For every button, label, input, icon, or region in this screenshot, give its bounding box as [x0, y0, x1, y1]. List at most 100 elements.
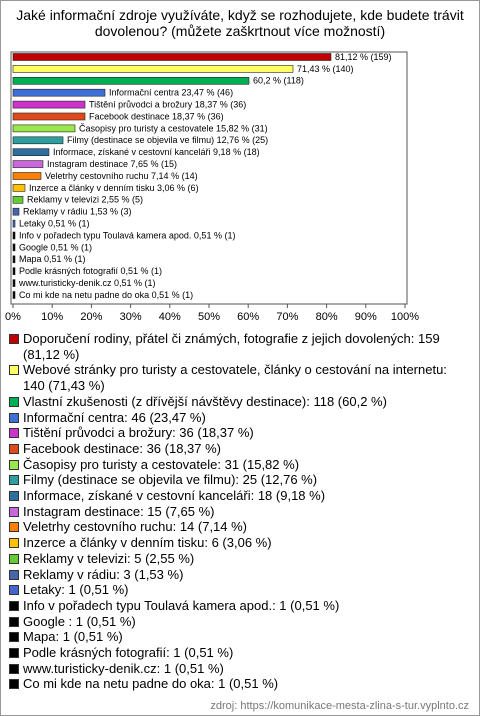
legend-label: Mapa: 1 (0,51 %) — [23, 629, 123, 645]
legend-label: Facebook destinace: 36 (18,37 %) — [23, 440, 222, 456]
bar-label: Podle krásných fotografií 0,51 % (1) — [19, 266, 162, 276]
bar-label: Letaky 0,51 % (1) — [19, 218, 90, 228]
bar-label: 71,43 % (140) — [297, 64, 354, 74]
legend-item: Facebook destinace: 36 (18,37 %) — [9, 441, 471, 457]
legend-label: Informační centra: 46 (23,47 %) — [23, 409, 206, 425]
bar — [12, 77, 250, 85]
bar-label: Reklamy v rádiu 1,53 % (3) — [23, 207, 132, 217]
legend-swatch — [9, 553, 19, 564]
bar — [12, 243, 16, 252]
bar — [12, 53, 332, 61]
legend-label: Informace, získané v cestovní kanceláři:… — [23, 488, 326, 504]
legend-label: Reklamy v rádiu: 3 (1,53 %) — [23, 566, 184, 582]
bar — [12, 172, 42, 180]
legend-swatch — [9, 365, 19, 376]
bar-label: Instagram destinace 7,65 % (15) — [47, 159, 177, 169]
legend-swatch — [9, 538, 19, 549]
legend-label: Instagram destinace: 15 (7,65 %) — [23, 503, 215, 519]
bar — [12, 291, 16, 299]
bar — [12, 207, 20, 216]
legend-label: Google : 1 (0,51 %) — [23, 613, 136, 629]
legend-item: Podle krásných fotografií: 1 (0,51 %) — [9, 645, 471, 661]
x-tick-label: 10% — [41, 311, 63, 323]
x-tick-label: 60% — [237, 311, 259, 323]
legend-swatch — [9, 459, 19, 470]
legend-swatch — [9, 522, 19, 533]
bar — [12, 196, 24, 204]
legend-item: Informace, získané v cestovní kanceláři:… — [9, 488, 471, 504]
legend-swatch — [9, 491, 19, 502]
bar — [12, 65, 294, 73]
bar-label: Informační centra 23,47 % (46) — [109, 88, 233, 98]
legend-label: Časopisy pro turisty a cestovatele: 31 (… — [23, 456, 300, 472]
legend-label: Vlastní zkušenosti (z dřívější návštěvy … — [23, 393, 387, 409]
bar-label: Filmy (destinace se objevila ve filmu) 1… — [67, 135, 268, 145]
legend-swatch — [9, 679, 19, 690]
x-tick-label: 30% — [120, 311, 142, 323]
bar-label: Google 0,51 % (1) — [19, 242, 92, 252]
legend-item: Informační centra: 46 (23,47 %) — [9, 410, 471, 426]
legend-label: Tištění průvodci a brožury: 36 (18,37 %) — [23, 425, 254, 441]
bar — [12, 231, 16, 240]
legend-label: www.turisticky-denik.cz: 1 (0,51 %) — [23, 660, 224, 676]
bar — [12, 160, 44, 168]
bar-label: Inzerce a články v denním tisku 3,06 % (… — [29, 183, 199, 193]
bar-label: www.turisticky-denik.cz 0,51 % (1) — [18, 278, 156, 288]
legend-item: Časopisy pro turisty a cestovatele: 31 (… — [9, 457, 471, 473]
bar-label: Informace, získané v cestovní kanceláři … — [53, 147, 260, 157]
bar-label: Facebook destinace 18,37 % (36) — [89, 111, 224, 121]
bar-label: Mapa 0,51 % (1) — [19, 254, 86, 264]
legend-label: Co mi kde na netu padne do oka: 1 (0,51 … — [23, 676, 279, 692]
x-tick-label: 70% — [276, 311, 298, 323]
legend-item: Reklamy v rádiu: 3 (1,53 %) — [9, 567, 471, 583]
legend-item: Veletrhy cestovního ruchu: 14 (7,14 %) — [9, 519, 471, 535]
legend-swatch — [9, 585, 19, 596]
legend-item: Mapa: 1 (0,51 %) — [9, 629, 471, 645]
legend-label: Info v pořadech typu Toulavá kamera apod… — [23, 597, 340, 613]
bar-label: 81,12 % (159) — [335, 52, 392, 62]
bar — [12, 112, 86, 121]
legend-swatch — [9, 600, 19, 611]
bar — [12, 219, 16, 228]
legend-item: Info v pořadech typu Toulavá kamera apod… — [9, 598, 471, 614]
legend-swatch — [9, 663, 19, 674]
legend-label: Inzerce a články v denním tisku: 6 (3,06… — [23, 535, 272, 551]
legend-item: Filmy (destinace se objevila ve filmu): … — [9, 472, 471, 488]
bar-label: Co mi kde na netu padne do oka 0,51 % (1… — [19, 290, 193, 300]
legend-swatch — [9, 506, 19, 517]
x-tick-label: 40% — [159, 311, 181, 323]
legend-item: Inzerce a články v denním tisku: 6 (3,06… — [9, 535, 471, 551]
legend-label: Reklamy v televizi: 5 (2,55 %) — [23, 550, 195, 566]
legend-swatch — [9, 428, 19, 439]
bar-label: Tištění průvodci a brožury 18,37 % (36) — [89, 99, 246, 109]
x-tick-label: 100% — [391, 311, 419, 323]
legend-swatch — [9, 412, 19, 423]
legend-item: Webové stránky pro turisty a cestovatele… — [9, 362, 471, 393]
legend-item: www.turisticky-denik.cz: 1 (0,51 %) — [9, 661, 471, 677]
legend-label: Podle krásných fotografií: 1 (0,51 %) — [23, 645, 234, 661]
legend-label: Letaky: 1 (0,51 %) — [23, 582, 129, 598]
legend-label: Doporučení rodiny, přátel či známých, fo… — [23, 331, 440, 362]
bar — [12, 136, 64, 145]
legend-swatch — [9, 475, 19, 486]
legend-swatch — [9, 569, 19, 580]
legend-swatch — [9, 632, 19, 643]
bar-label: Reklamy v televizi 2,55 % (5) — [27, 195, 143, 205]
legend-item: Doporučení rodiny, přátel či známých, fo… — [9, 331, 471, 362]
legend-swatch — [9, 334, 19, 344]
bar — [12, 148, 50, 156]
legend-swatch — [9, 616, 19, 627]
bar — [12, 184, 26, 192]
legend-label: Veletrhy cestovního ruchu: 14 (7,14 %) — [23, 519, 248, 535]
bar — [12, 279, 16, 287]
bar — [12, 267, 16, 276]
legend-item: Instagram destinace: 15 (7,65 %) — [9, 504, 471, 520]
bar — [12, 88, 106, 97]
legend-label: Webové stránky pro turisty a cestovatele… — [23, 362, 447, 394]
legend: Doporučení rodiny, přátel či známých, fo… — [9, 331, 471, 692]
legend-swatch — [9, 396, 19, 407]
bar — [12, 124, 76, 133]
legend-item: Reklamy v televizi: 5 (2,55 %) — [9, 551, 471, 567]
bar — [12, 255, 16, 264]
